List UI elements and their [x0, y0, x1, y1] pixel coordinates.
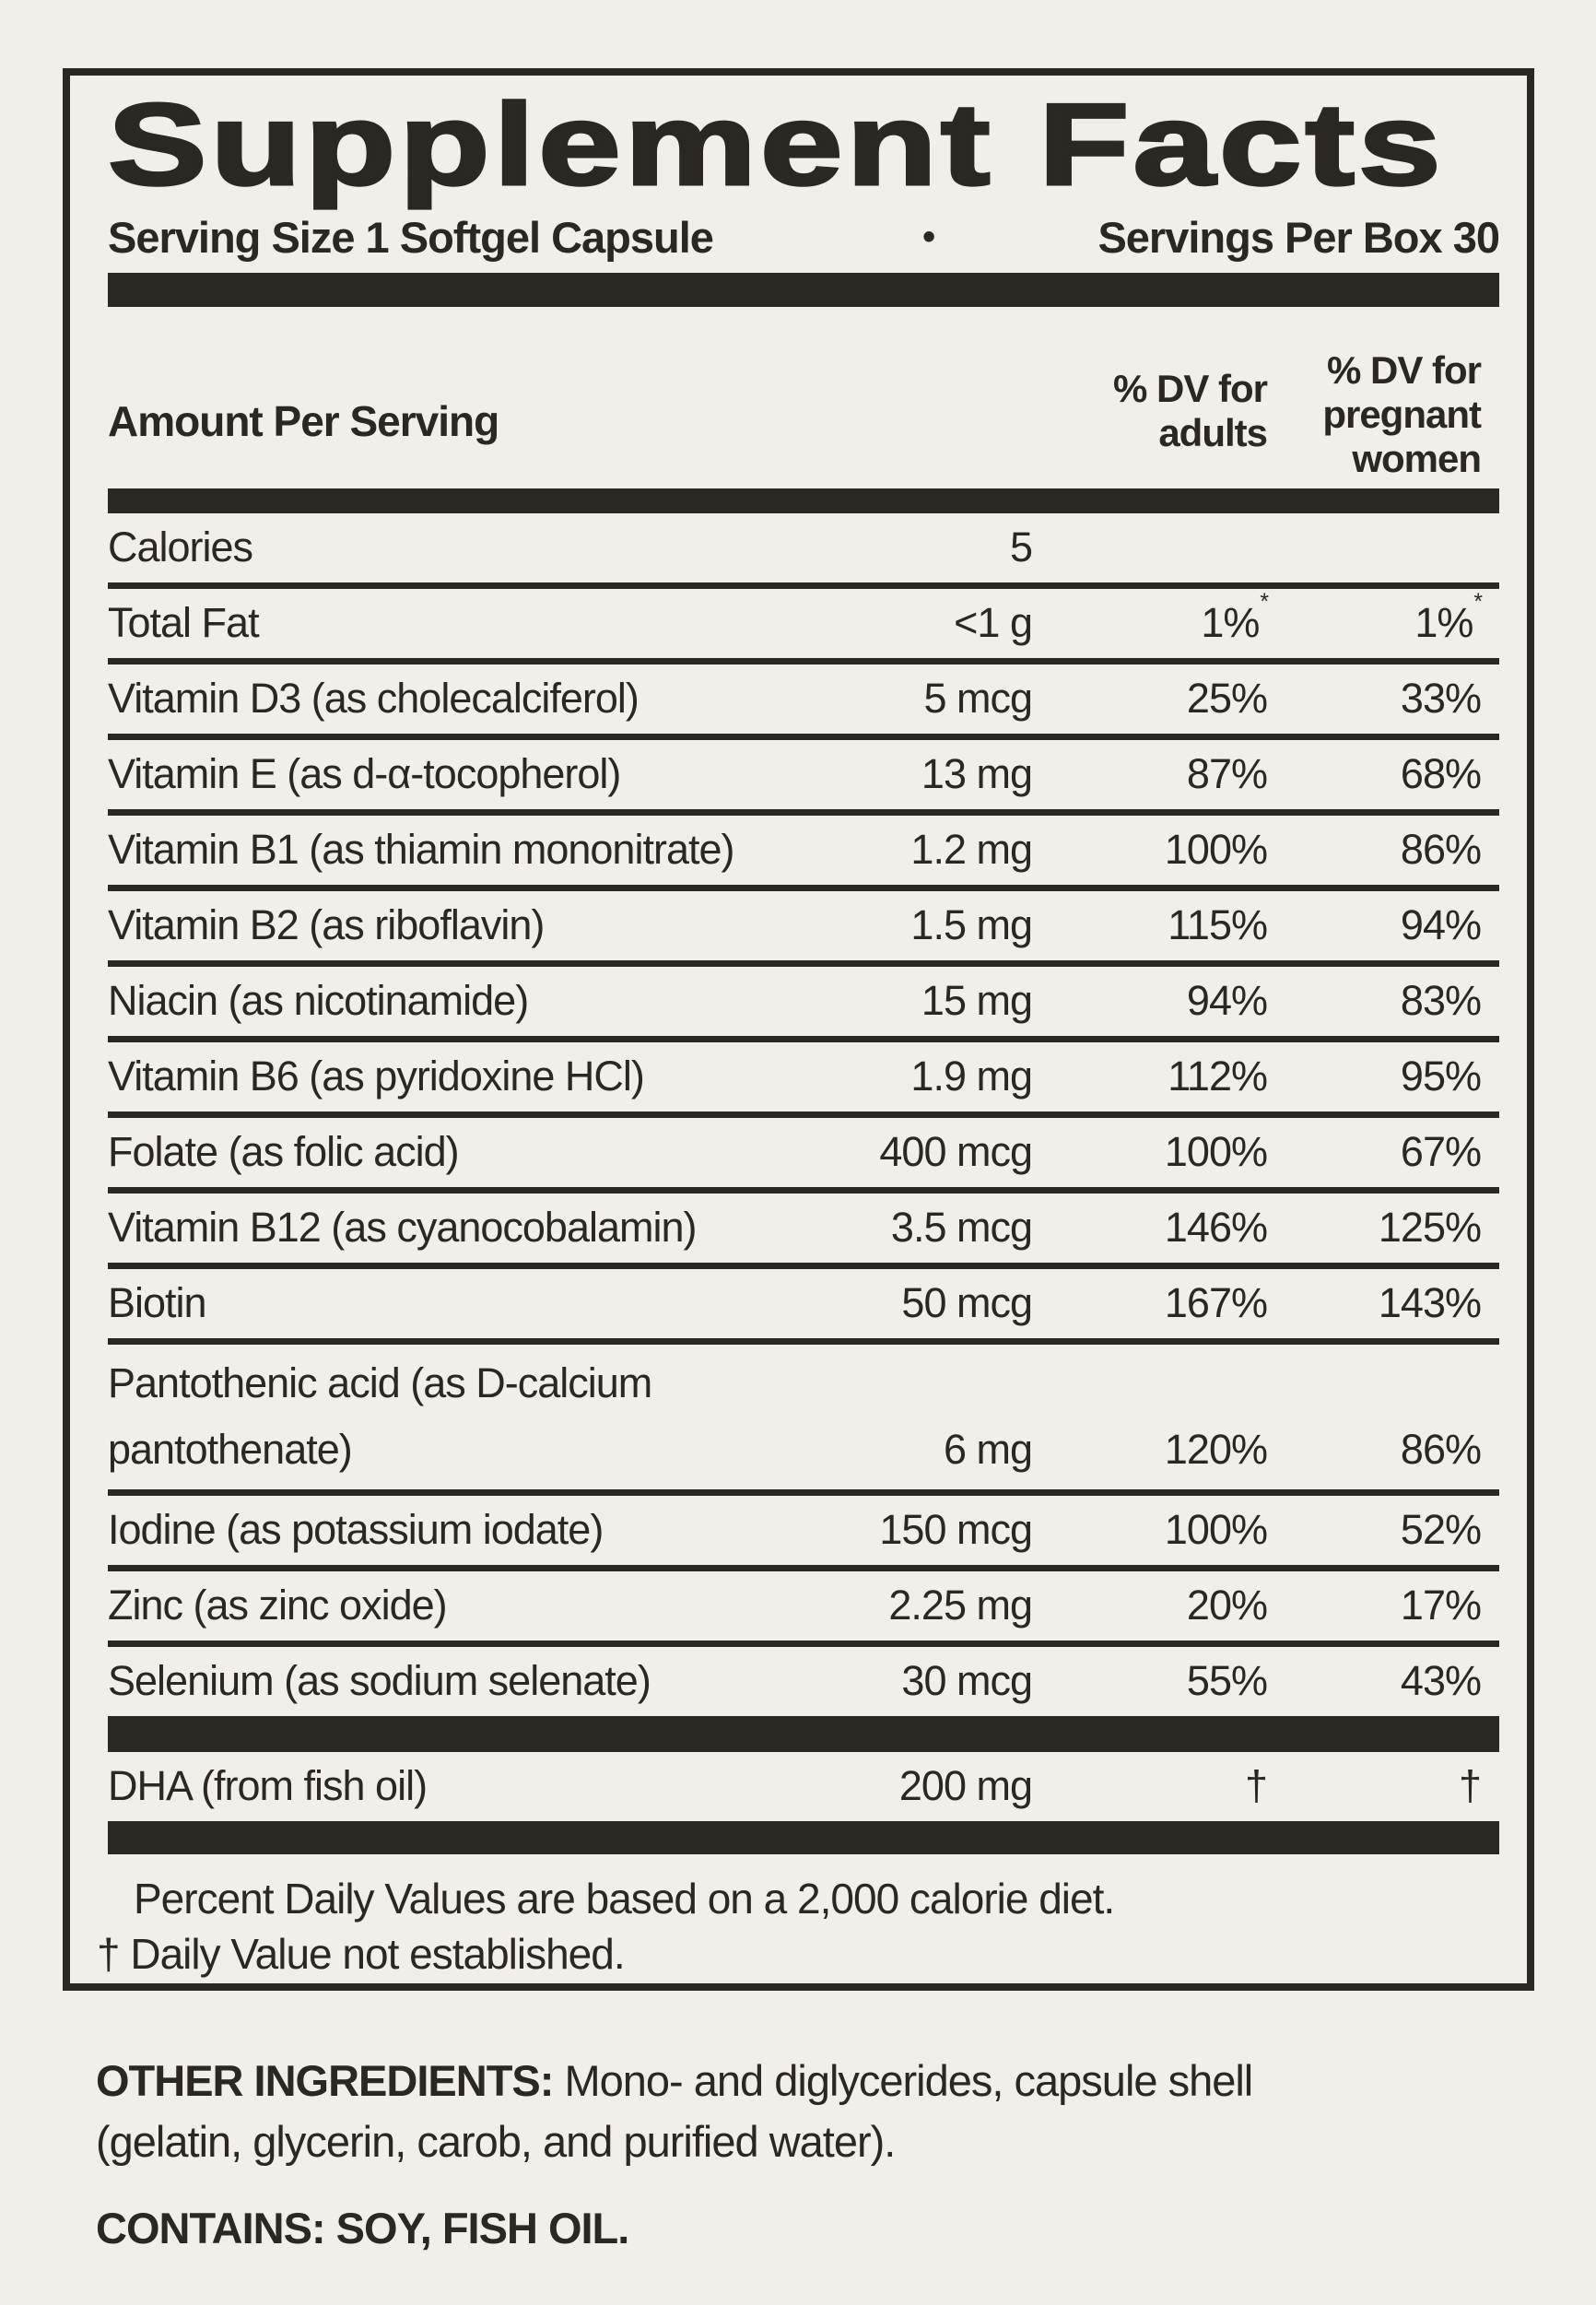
table-row-niacin: Niacin (as nicotinamide) 15 mg 94% 83% [108, 960, 1499, 1036]
table-row-pantothenic-acid: Pantothenic acid (as D-calcium pantothen… [108, 1338, 1499, 1489]
table-row-total-fat: Total Fat <1 g 1%* 1%* [108, 582, 1499, 658]
serving-size-label: Serving Size 1 Softgel Capsule [108, 212, 714, 262]
other-ingredients-line2: (gelatin, glycerin, carob, and purified … [96, 2117, 896, 2166]
table-row-iodine: Iodine (as potassium iodate) 150 mcg 100… [108, 1489, 1499, 1565]
table-row-vitamin-b12: Vitamin B12 (as cyanocobalamin) 3.5 mcg … [108, 1187, 1499, 1263]
footnote-asterisk: * [1473, 590, 1483, 615]
table-row-selenium: Selenium (as sodium selenate) 30 mcg 55%… [108, 1641, 1499, 1716]
footnote-daily-values: Percent Daily Values are based on a 2,00… [134, 1875, 1115, 1923]
footnote-asterisk: * [1260, 590, 1269, 615]
supplement-facts-panel: Supplement Facts Serving Size 1 Softgel … [63, 68, 1534, 1991]
dagger-symbol: † [1458, 1762, 1482, 1809]
servings-per-box-label: Servings Per Box 30 [1097, 212, 1500, 262]
table-row-vitamin-b2: Vitamin B2 (as riboflavin) 1.5 mg 115% 9… [108, 885, 1499, 960]
divider-bar-below-dha [108, 1821, 1499, 1854]
table-row-zinc: Zinc (as zinc oxide) 2.25 mg 20% 17% [108, 1565, 1499, 1641]
panel-title-text: Supplement Facts [106, 79, 1445, 209]
table-row-vitamin-e: Vitamin E (as d-α-tocopherol) 13 mg 87% … [108, 734, 1499, 809]
divider-bar-below-headers [108, 488, 1499, 513]
table-row-dha: DHA (from fish oil) 200 mg † † [108, 1762, 1482, 1809]
table-row-calories: Calories 5 [108, 523, 1033, 570]
below-panel-text: OTHER INGREDIENTS: Mono- and diglyceride… [96, 2051, 1506, 2259]
bullet-separator: • [922, 216, 935, 257]
table-row-vitamin-b6: Vitamin B6 (as pyridoxine HCl) 1.9 mg 11… [108, 1036, 1499, 1111]
table-row-vitamin-d3: Vitamin D3 (as cholecalciferol) 5 mcg 25… [108, 658, 1499, 734]
other-ingredients-label: OTHER INGREDIENTS: [96, 2056, 554, 2105]
dha-section: DHA (from fish oil) 200 mg † † [108, 1752, 1499, 1821]
column-header-dv-adults: % DV for adults [1112, 367, 1268, 454]
column-header-amount: Amount Per Serving [108, 397, 499, 445]
serving-info-row: Serving Size 1 Softgel Capsule • Serving… [108, 206, 1500, 267]
column-header-dv-pregnant: % DV for pregnant women [1322, 348, 1482, 480]
footnotes: Percent Daily Values are based on a 2,00… [97, 1871, 1499, 1982]
contains-statement: CONTAINS: SOY, FISH OIL. [96, 2204, 629, 2252]
dagger-symbol: † [1244, 1762, 1268, 1809]
table-row-folate: Folate (as folic acid) 400 mcg 100% 67% [108, 1111, 1499, 1187]
footnote-dagger: † Daily Value not established. [97, 1930, 626, 1978]
panel-title: Supplement Facts [106, 79, 1499, 209]
other-ingredients-line1: Mono- and diglycerides, capsule shell [553, 2056, 1253, 2105]
other-ingredients-paragraph: OTHER INGREDIENTS: Mono- and diglyceride… [96, 2051, 1506, 2172]
nutrient-table: Calories 5 Total Fat <1 g 1%* 1%* Vitami… [108, 513, 1499, 1716]
column-header-row: Amount Per Serving % DV for adults % DV … [108, 307, 1499, 488]
divider-bar-thick-top [108, 273, 1499, 307]
divider-bar-above-dha [108, 1716, 1499, 1752]
table-row-vitamin-b1: Vitamin B1 (as thiamin mononitrate) 1.2 … [108, 809, 1499, 885]
table-row-biotin: Biotin 50 mcg 167% 143% [108, 1263, 1499, 1338]
